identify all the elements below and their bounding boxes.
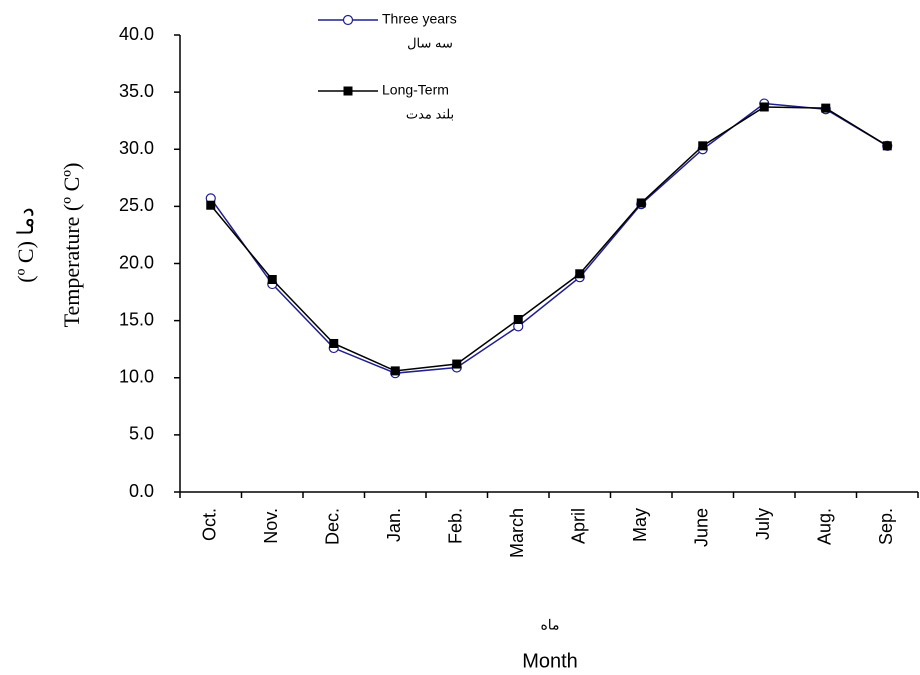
x-tick-label: May — [630, 508, 650, 542]
x-tick-label: June — [692, 508, 712, 547]
x-tick-label: Aug. — [815, 508, 835, 545]
x-tick-label: Jan. — [384, 508, 404, 542]
x-tick-label: Nov. — [261, 508, 281, 544]
x-axis-label: Month — [522, 650, 578, 672]
marker — [882, 141, 892, 151]
y-tick-label: 35.0 — [119, 81, 154, 101]
y-tick-label: 5.0 — [129, 424, 154, 444]
legend-label-fa: بلند مدت — [406, 106, 454, 121]
y-axis-label: Temperature (º Cº) — [59, 163, 84, 328]
y-tick-label: 20.0 — [119, 252, 154, 272]
legend-label: Three years — [382, 11, 457, 27]
marker — [698, 141, 708, 151]
x-tick-label: July — [753, 508, 773, 540]
x-tick-label: Feb. — [446, 508, 466, 544]
x-tick-label: Dec. — [323, 508, 343, 545]
y-tick-label: 10.0 — [119, 367, 154, 387]
marker — [759, 102, 769, 112]
marker — [575, 269, 585, 279]
marker — [513, 314, 523, 324]
legend-label: Long-Term — [382, 82, 449, 98]
legend-marker — [343, 86, 353, 96]
x-tick-label: Oct. — [200, 508, 220, 541]
marker — [636, 198, 646, 208]
y-axis-label-fa: (º C) دما — [13, 207, 38, 282]
x-tick-label: April — [569, 508, 589, 544]
x-tick-label: March — [507, 508, 527, 558]
x-axis-label-fa: ماه — [540, 617, 559, 633]
marker — [821, 103, 831, 113]
legend-label-fa: سه سال — [407, 35, 453, 50]
y-tick-label: 15.0 — [119, 309, 154, 329]
y-tick-label: 30.0 — [119, 138, 154, 158]
series-line — [210, 106, 888, 372]
y-tick-label: 0.0 — [129, 481, 154, 501]
series-line — [210, 102, 888, 374]
y-tick-label: 25.0 — [119, 195, 154, 215]
marker — [206, 200, 216, 210]
y-tick-label: 40.0 — [119, 24, 154, 44]
x-tick-label: Sep. — [876, 508, 896, 545]
marker — [452, 359, 462, 369]
marker — [390, 366, 400, 376]
marker — [329, 338, 339, 348]
marker — [267, 274, 277, 284]
legend-marker — [342, 14, 354, 26]
